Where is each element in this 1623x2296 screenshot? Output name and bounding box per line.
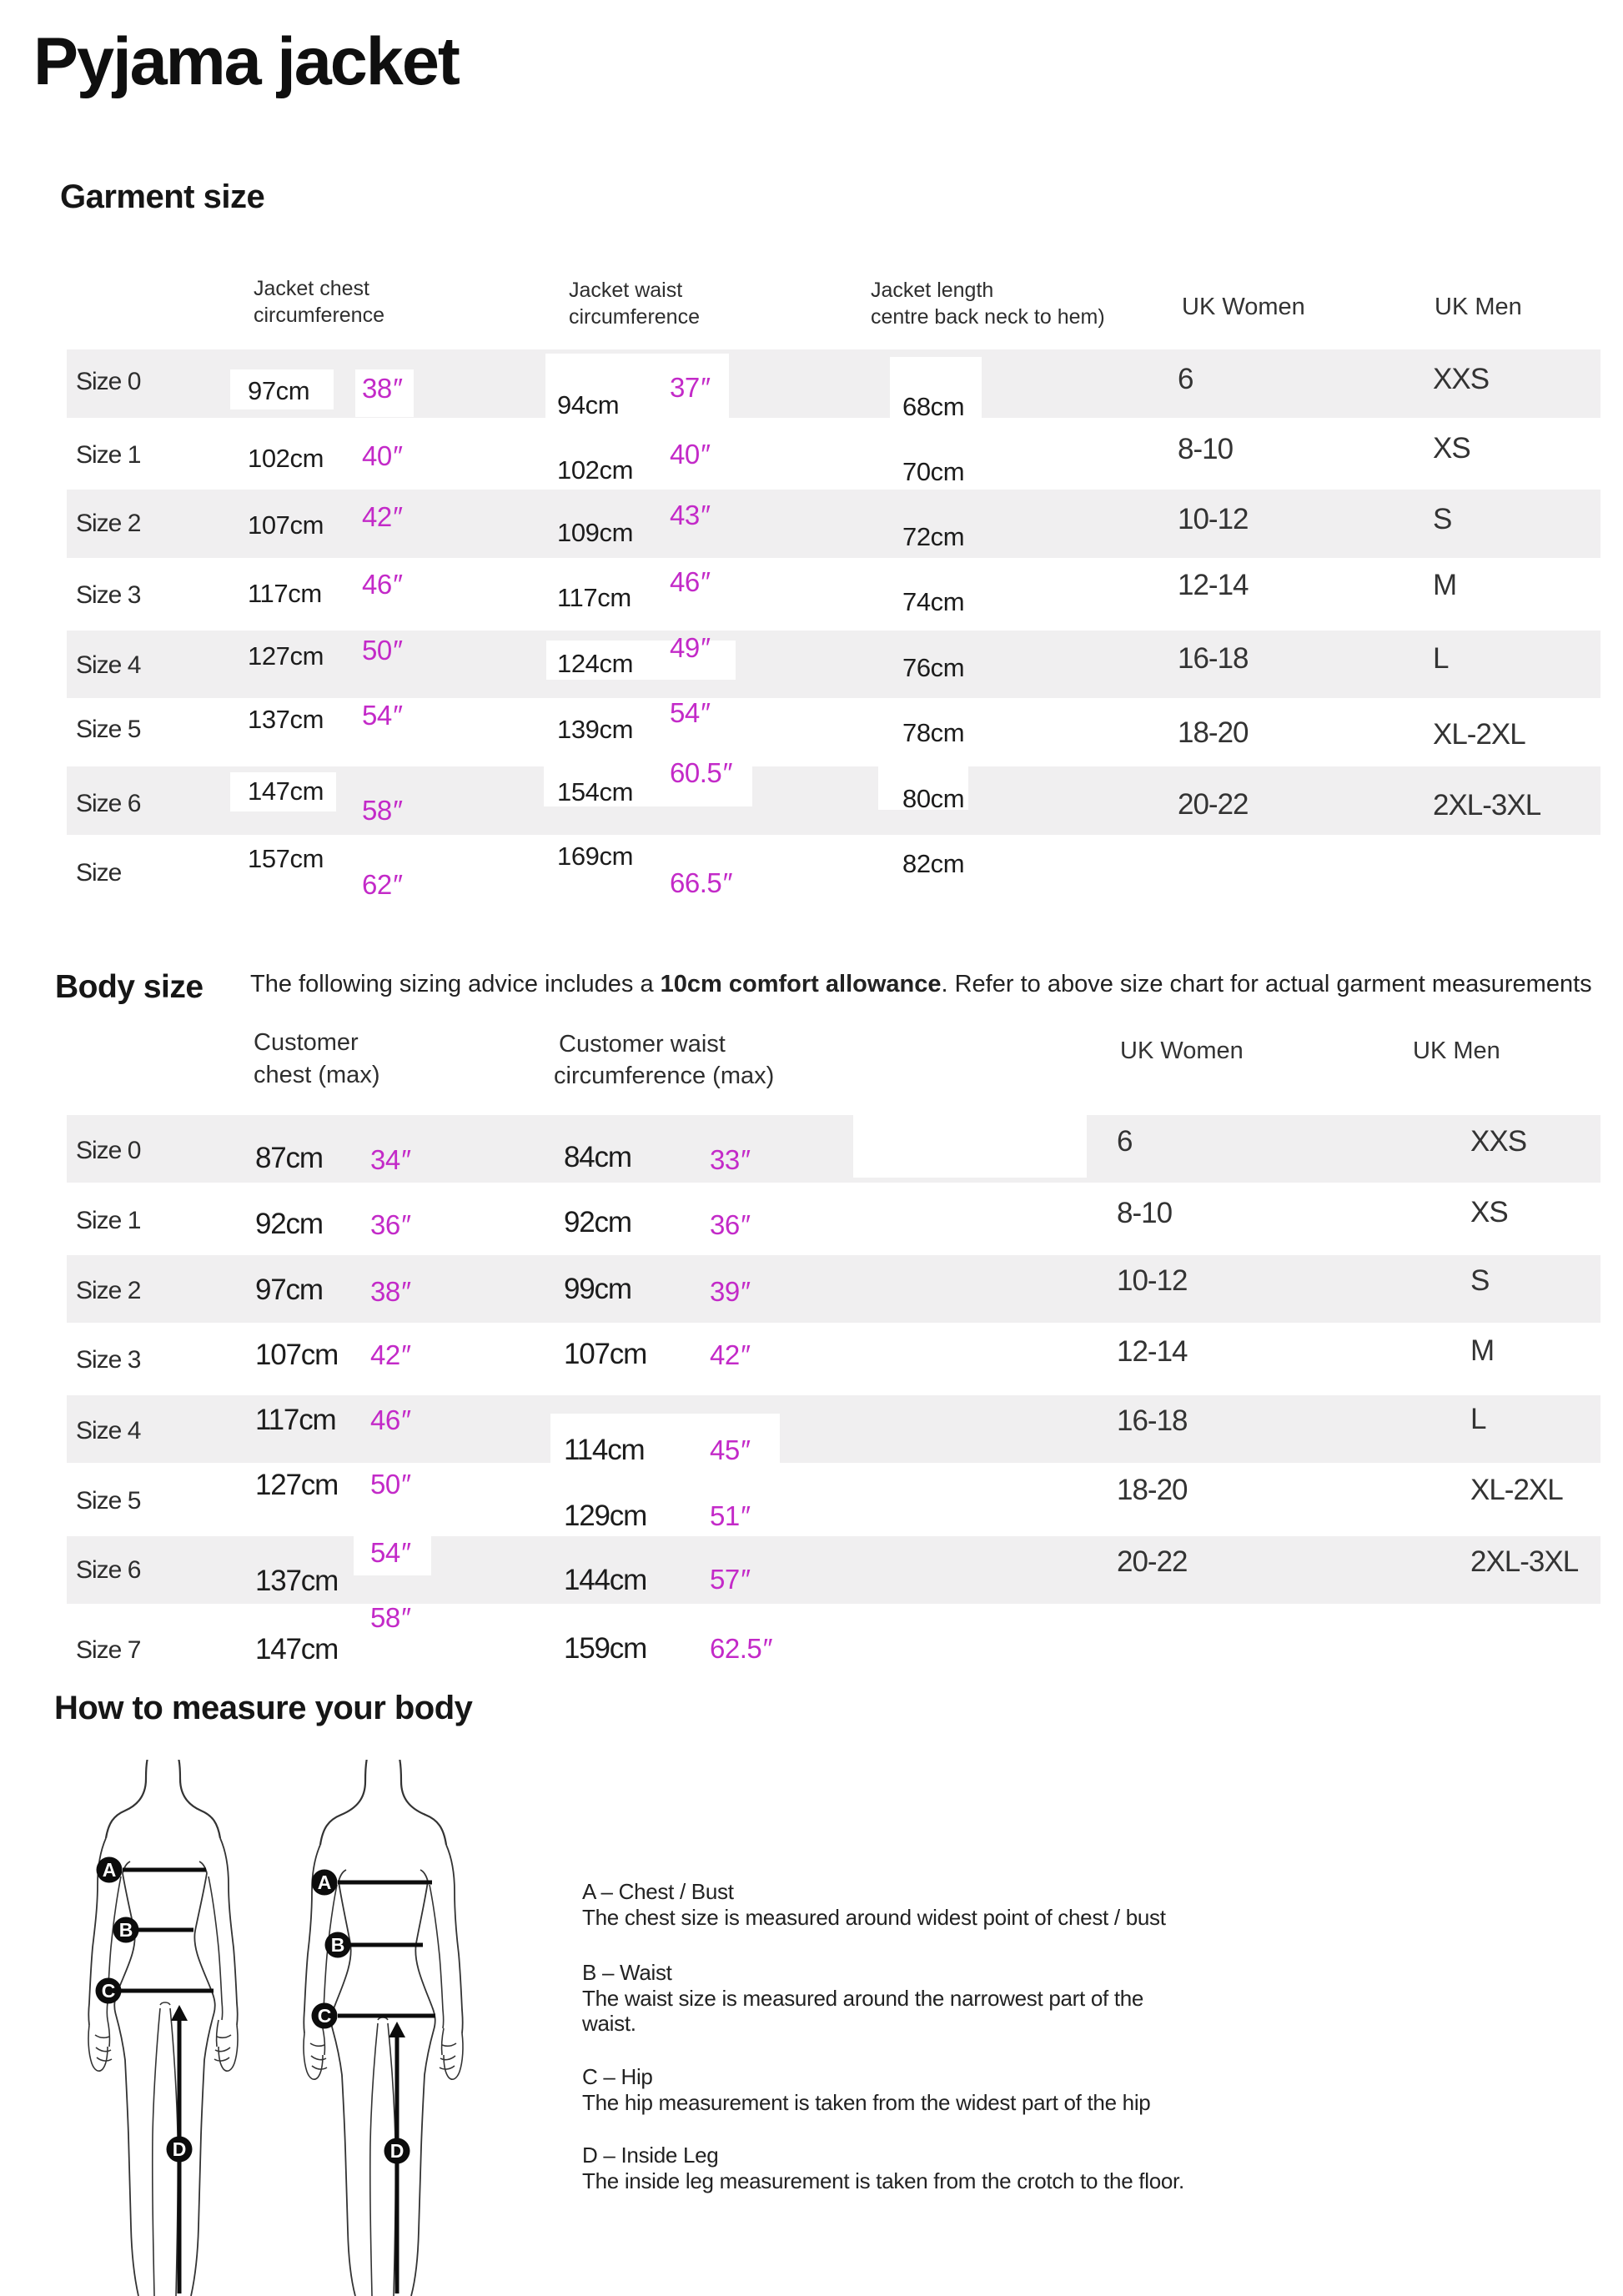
svg-text:A: A [318, 1871, 332, 1893]
svg-text:D: D [173, 2138, 187, 2160]
svg-text:C: C [102, 1980, 116, 2002]
svg-text:C: C [318, 2005, 332, 2027]
svg-text:B: B [331, 1934, 345, 1956]
svg-text:B: B [119, 1919, 133, 1941]
svg-text:D: D [390, 2140, 404, 2162]
svg-text:A: A [103, 1859, 117, 1881]
